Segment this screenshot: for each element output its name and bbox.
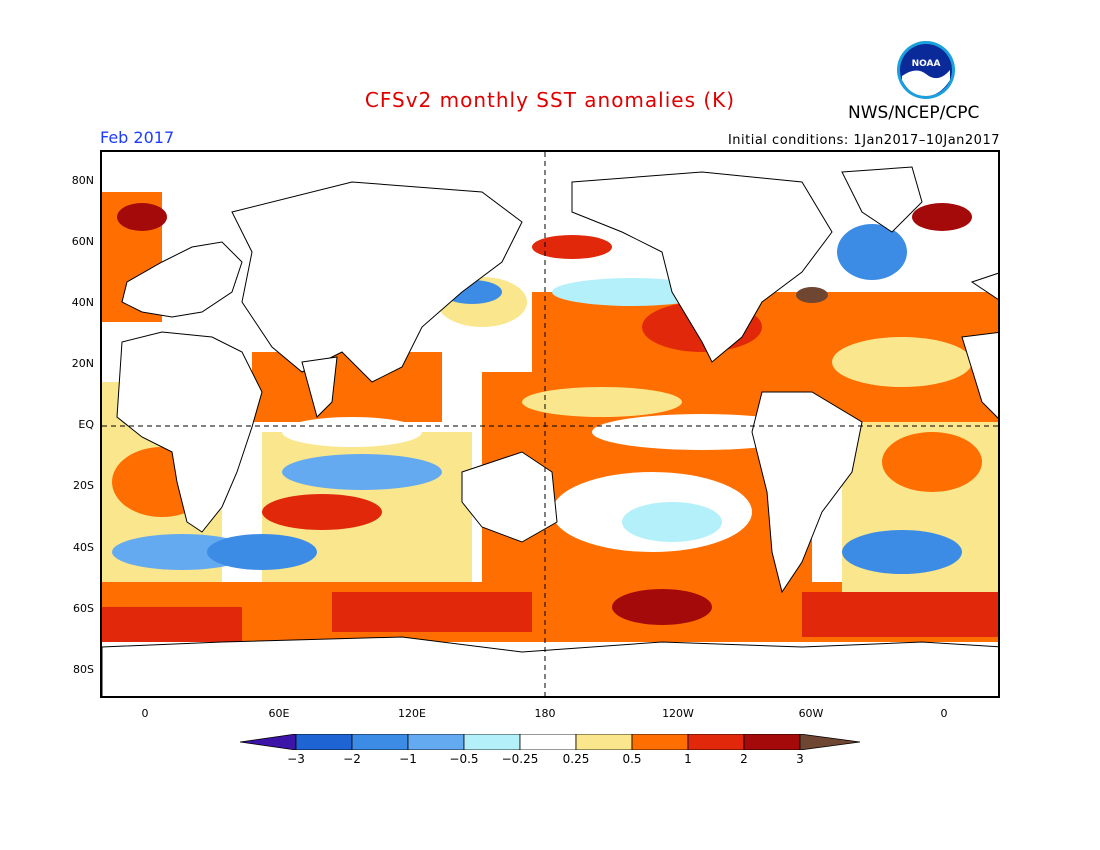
colorbar-segment-5 [519,734,577,750]
lon-tick-120w: 120W [662,707,694,720]
sst-anomaly-map [100,150,1000,698]
lat-tick-20s: 20S [73,479,94,492]
colorbar-label: −0.25 [501,752,539,766]
lon-tick-180: 180 [534,707,556,720]
colorbar-segment-max [799,734,861,750]
initial-conditions: Initial conditions: 1Jan2017–10Jan2017 [727,133,1000,148]
colorbar-segment-8 [687,734,745,750]
colorbar-label: −1 [399,752,417,766]
svg-text:NOAA: NOAA [912,59,941,69]
colorbar-label: 1 [684,752,692,766]
colorbar-segment-min [240,734,297,750]
colorbar-label: 2 [740,752,748,766]
colorbar-label: −2 [343,752,361,766]
chart-title: CFSv2 monthly SST anomalies (K) [364,88,736,112]
colorbar-segment-9 [743,734,801,750]
lat-tick-60s: 60S [73,602,94,615]
lon-tick-0-right: 0 [940,707,948,720]
lon-tick-120e: 120E [398,707,426,720]
colorbar-segment-7 [631,734,689,750]
land-masses [102,166,998,696]
lat-tick-40s: 40S [73,541,94,554]
colorbar-segment-2 [351,734,409,750]
colorbar-label: −3 [287,752,305,766]
lat-tick-eq: EQ [78,418,94,431]
lat-tick-60n: 60N [71,235,94,248]
colorbar-label: 0.5 [622,752,642,766]
colorbar [240,734,861,750]
lat-tick-40n: 40N [71,296,94,309]
lon-tick-0: 0 [141,707,149,720]
colorbar-label: 3 [796,752,804,766]
colorbar-segment-1 [295,734,353,750]
lon-tick-60w: 60W [798,707,824,720]
colorbar-segment-3 [407,734,465,750]
colorbar-segment-6 [575,734,633,750]
lon-tick-60e: 60E [268,707,290,720]
lat-tick-20n: 20N [71,357,94,370]
forecast-month: Feb 2017 [100,128,175,147]
organization-label: NWS/NCEP/CPC [848,103,980,123]
lat-tick-80n: 80N [71,174,94,187]
colorbar-label: −0.5 [449,752,479,766]
colorbar-segment-4 [463,734,521,750]
colorbar-label: 0.25 [562,752,590,766]
noaa-logo: NOAA [897,41,955,99]
lat-tick-80s: 80S [73,663,94,676]
